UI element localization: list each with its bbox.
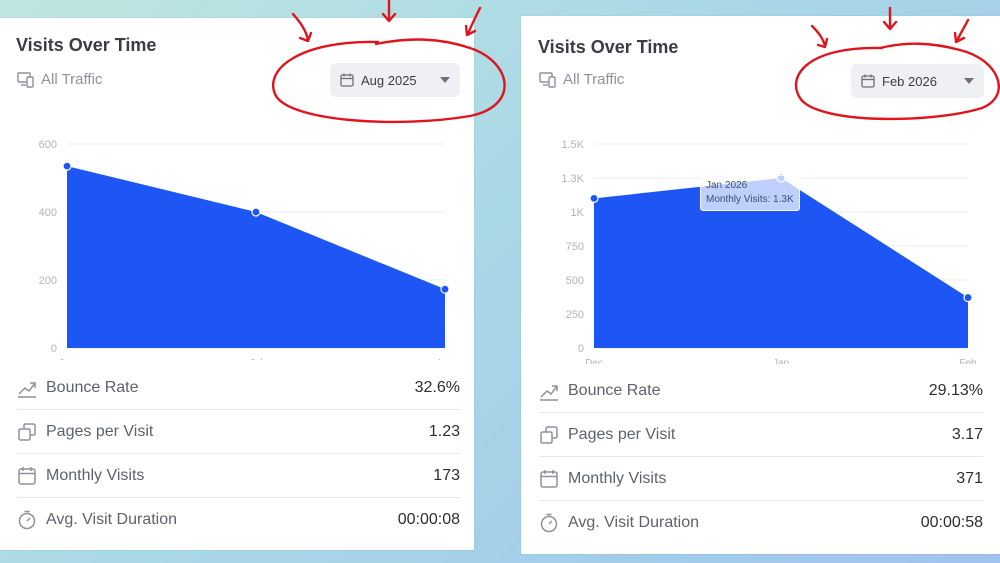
metric-value: 00:00:08 [397,511,460,528]
y-tick-label: 1.3K [561,173,584,185]
card-title: Visits Over Time [16,35,157,55]
x-tick-label: Aug [436,358,454,360]
y-tick-label: 0 [51,343,57,355]
x-tick-label: Feb [959,358,977,364]
timer-icon [540,513,558,533]
chevron-down-icon [964,78,974,84]
metric-label: Bounce Rate [568,381,661,399]
trend-icon [18,381,36,398]
visits-card-right: Visits Over Time All Traffic Feb 2026 0 2… [521,16,1000,554]
metric-value: 1.23 [428,422,460,440]
y-tick-label: 0 [578,343,584,355]
metric-row: Pages per Visit 3.17 [539,413,983,457]
y-tick-label: 750 [566,241,584,253]
subtitle-text: All Traffic [41,71,103,88]
chevron-down-icon [440,77,450,83]
devices-icon [17,71,34,88]
metric-row: Monthly Visits 173 [17,454,460,498]
data-point[interactable] [251,207,261,217]
month-picker[interactable]: Aug 2025 [330,63,460,97]
calendar-icon [340,73,354,87]
pages-icon [18,422,36,441]
metric-label: Monthly Visits [568,469,667,487]
tooltip-title: Jan 2026 [706,180,748,191]
metric-label: Pages per Visit [46,422,154,440]
x-tick-label: Jan [773,358,789,364]
metric-row: Avg. Visit Duration 00:00:58 [539,501,983,545]
x-tick-label: Jun [59,358,75,360]
calendar-icon [18,466,36,485]
subtitle-text: All Traffic [563,71,625,88]
visits-area-chart: 0 200 400 600 Jun Jul Aug [39,139,454,360]
metric-value: 29.13% [928,381,983,399]
metric-value: 3.17 [951,425,983,443]
metric-value: 00:00:58 [920,514,983,531]
visits-card-left: Visits Over Time All Traffic Aug 2025 0 2… [0,18,474,550]
trend-icon [540,384,558,401]
x-tick-label: Dec [585,358,603,364]
y-tick-label: 600 [39,139,57,151]
visits-area-chart: 0 250 500 750 1K 1.3K 1.5K Dec Jan Feb [561,139,977,364]
pages-icon [540,425,558,444]
metrics-list: Bounce Rate 32.6% Pages per Visit 1.23 Month… [17,366,460,542]
y-tick-label: 1.5K [561,139,584,151]
metric-label: Bounce Rate [46,378,139,396]
data-point[interactable] [440,284,450,294]
metric-row: Pages per Visit 1.23 [17,410,460,454]
area-series [594,178,968,348]
devices-icon [539,71,556,88]
chart-tooltip: Jan 2026 Monthly Visits: 1.3K [700,175,800,211]
metric-label: Pages per Visit [568,425,676,443]
metric-label: Monthly Visits [46,466,145,484]
metric-value: 32.6% [414,378,460,396]
traffic-filter[interactable]: All Traffic [17,71,102,88]
metric-row: Bounce Rate 32.6% [17,366,460,410]
y-tick-label: 200 [39,275,57,287]
card-title: Visits Over Time [538,37,679,57]
metric-label: Avg. Visit Duration [568,514,700,531]
data-point[interactable] [62,161,72,171]
metric-row: Bounce Rate 29.13% [539,369,983,413]
metric-value: 173 [433,466,460,484]
calendar-icon [540,469,558,488]
metric-row: Monthly Visits 371 [539,457,983,501]
y-tick-label: 250 [566,309,584,321]
data-point[interactable] [589,193,599,204]
y-tick-label: 500 [566,275,584,287]
metric-value: 371 [956,469,983,487]
area-series [67,166,445,348]
timer-icon [18,510,36,530]
calendar-icon [861,74,875,88]
month-picker[interactable]: Feb 2026 [851,64,984,98]
month-picker-value: Feb 2026 [882,73,937,89]
traffic-filter[interactable]: All Traffic [539,71,624,88]
tooltip-value: Monthly Visits: 1.3K [706,194,794,205]
y-tick-label: 1K [571,207,585,219]
y-tick-label: 400 [39,207,57,219]
month-picker-value: Aug 2025 [361,72,417,88]
metric-row: Avg. Visit Duration 00:00:08 [17,498,460,542]
data-point[interactable] [963,292,973,303]
metrics-list: Bounce Rate 29.13% Pages per Visit 3.17 Mont… [539,369,983,545]
metric-label: Avg. Visit Duration [46,511,178,528]
x-tick-label: Jul [250,358,263,360]
